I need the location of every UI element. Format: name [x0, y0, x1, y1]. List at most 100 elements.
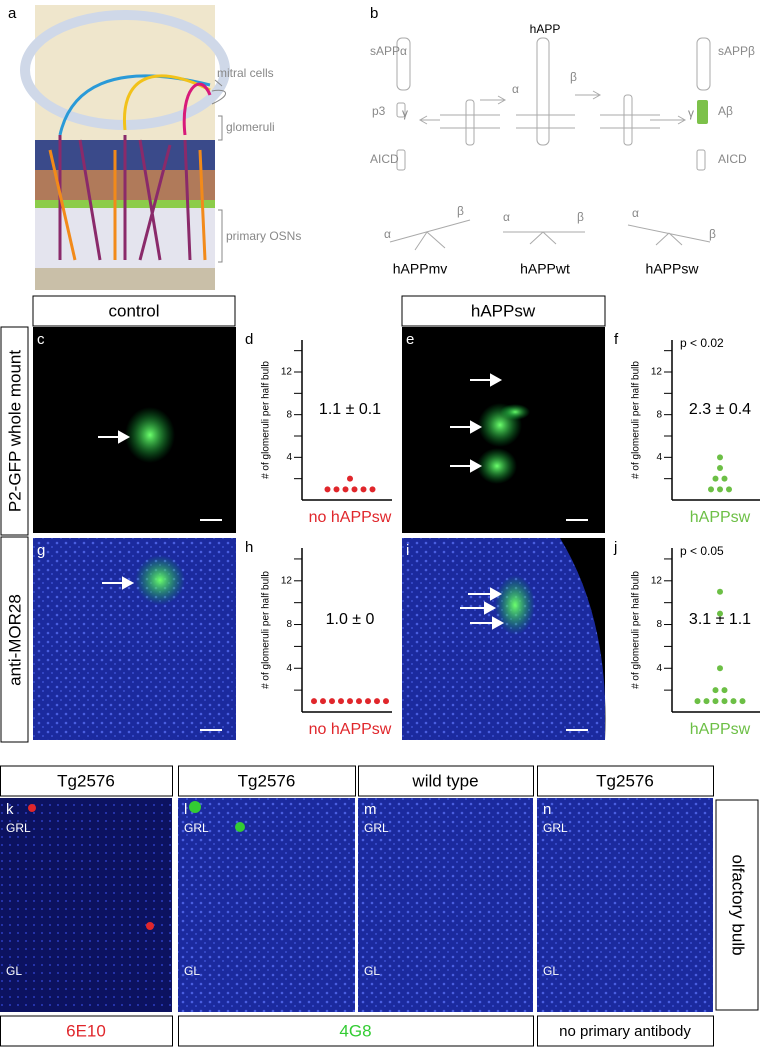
cleavage-diagram [389, 219, 711, 251]
panel-letter: d [245, 331, 253, 348]
dot [342, 486, 349, 493]
panel-letter: a [8, 5, 17, 22]
label-box [537, 1015, 714, 1047]
y-tick-label: 12 [651, 367, 663, 378]
dot [311, 698, 317, 705]
panel-letter: l [184, 801, 187, 818]
dot [721, 698, 728, 705]
dot-plots: d 4 8 12 # of glomeruli per half bulb 1.1 ± 0… [245, 331, 760, 738]
layer-label: GRL [364, 821, 389, 835]
signal [235, 822, 245, 832]
y-tick-label: 8 [286, 619, 292, 630]
p-value: p < 0.05 [680, 544, 724, 558]
panel-letter: i [406, 542, 409, 559]
olfactory-illustration [20, 5, 230, 290]
dot [356, 698, 362, 705]
panel-letter: k [6, 801, 14, 818]
signal [146, 922, 154, 930]
label: hAPPmv [393, 261, 447, 277]
layer-label: GRL [6, 821, 31, 835]
side-label: olfactory bulb [729, 854, 748, 955]
dot [726, 486, 732, 493]
panel-letter: f [614, 331, 619, 348]
layer-label: GL [6, 964, 22, 978]
panel-letter: b [370, 5, 378, 22]
dot [717, 465, 723, 471]
dot [739, 698, 746, 705]
dot [712, 687, 719, 694]
micrograph [33, 327, 606, 740]
dot [369, 486, 376, 493]
layer-label: GRL [184, 821, 209, 835]
y-axis-label: # of glomeruli per half bulb [631, 361, 642, 479]
label: γ [688, 106, 694, 120]
dot [333, 486, 340, 493]
dot [703, 698, 710, 705]
micrograph [358, 798, 533, 1012]
y-tick-label: 4 [286, 663, 292, 674]
x-axis-label: no hAPPsw [309, 509, 392, 526]
dot [717, 665, 723, 672]
column-header: wild type [411, 771, 478, 790]
dot [717, 486, 723, 493]
x-axis-label: no hAPPsw [309, 721, 392, 738]
header-box [0, 765, 173, 797]
membrane [418, 90, 687, 129]
label: Aβ [718, 104, 733, 118]
y-tick-label: 12 [651, 575, 663, 586]
dot [320, 698, 326, 705]
y-axis-label: # of glomeruli per half bulb [261, 571, 272, 689]
column-header: control [108, 301, 159, 320]
label-box [178, 1015, 534, 1047]
dot [338, 698, 344, 705]
arrow [98, 373, 588, 731]
label: primary OSNs [226, 229, 301, 243]
label: α [512, 82, 519, 96]
panel-letter: g [37, 542, 45, 559]
y-tick-label: 8 [656, 409, 662, 420]
x-axis-label: hAPPsw [690, 509, 751, 526]
dot [712, 475, 719, 482]
dot [360, 486, 367, 493]
row-label: P2-GFP whole mount [5, 350, 24, 512]
panel-letter: h [245, 539, 253, 556]
micrograph [178, 798, 355, 1012]
panel-letter: e [406, 331, 414, 348]
header-box [358, 765, 534, 797]
column-header: Tg2576 [596, 771, 654, 790]
label: mitral cells [217, 66, 274, 80]
y-tick-label: 12 [281, 575, 293, 586]
app-fragments [396, 37, 711, 171]
label: β [577, 210, 584, 224]
micrograph [537, 798, 713, 1012]
column-header: hAPPsw [471, 301, 536, 320]
dot [694, 698, 701, 705]
dot [347, 475, 353, 482]
dot [721, 475, 728, 482]
dot [708, 486, 714, 493]
stat-label: 1.1 ± 0.1 [319, 401, 381, 418]
x-axis-label: hAPPsw [690, 721, 751, 738]
label: p3 [372, 104, 386, 118]
stat-label: 2.3 ± 0.4 [689, 401, 751, 418]
y-tick-label: 8 [286, 409, 292, 420]
stain-label: 4G8 [339, 1021, 371, 1040]
y-tick-label: 8 [656, 619, 662, 630]
dot [717, 588, 723, 595]
layer-label: GL [184, 964, 200, 978]
label: hAPP [530, 22, 561, 36]
stain-label: 6E10 [66, 1021, 106, 1040]
dot [329, 698, 335, 705]
label: β [457, 204, 464, 218]
p-value: p < 0.02 [680, 336, 724, 350]
y-tick-label: 4 [286, 452, 292, 463]
dot [717, 454, 723, 461]
label: sAPPβ [718, 44, 755, 58]
dot [374, 698, 380, 705]
layer-label: GL [364, 964, 380, 978]
row-label: anti-MOR28 [5, 594, 24, 686]
label: AICD [370, 152, 399, 166]
y-tick-label: 12 [281, 367, 293, 378]
dot [717, 610, 723, 617]
signal [28, 804, 36, 812]
